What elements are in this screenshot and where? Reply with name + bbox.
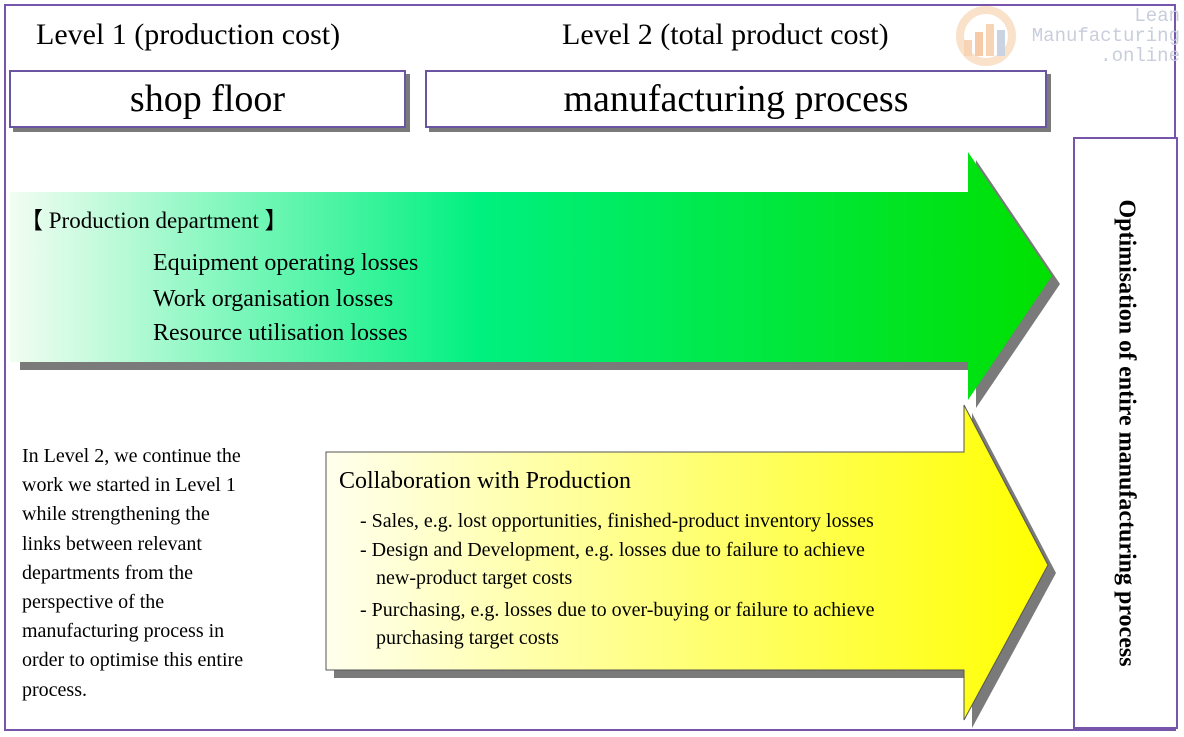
logo-line: .online xyxy=(1100,45,1180,67)
optimisation-label: Optimisation of entire manufacturing pro… xyxy=(1113,199,1139,667)
manufacturing-process-label: manufacturing process xyxy=(563,78,909,120)
loss-item: Equipment operating losses xyxy=(153,250,419,276)
shop-floor-box: shop floor xyxy=(9,70,406,128)
yellow-arrow xyxy=(325,404,1049,721)
loss-item: Work organisation losses xyxy=(153,286,394,312)
shop-floor-label: shop floor xyxy=(129,78,286,120)
note-line: links between relevant xyxy=(22,532,202,555)
collaboration-line: - Sales, e.g. lost opportunities, finish… xyxy=(360,510,874,532)
gear-icon xyxy=(956,6,1016,66)
manufacturing-process-box: manufacturing process xyxy=(425,70,1047,128)
production-department-heading: 【 Production department 】 xyxy=(20,208,288,233)
note-line: In Level 2, we continue the xyxy=(22,445,241,467)
collaboration-heading: Collaboration with Production xyxy=(339,468,631,494)
lean-manufacturing-logo xyxy=(956,6,1016,66)
green-arrow xyxy=(10,152,1052,400)
logo-line: Manufacturing xyxy=(1031,25,1180,47)
note-line: process. xyxy=(22,678,87,701)
note-line: order to optimise this entire xyxy=(22,649,244,672)
logo-line: Lean xyxy=(1134,5,1180,27)
level1-heading: Level 1 (production cost) xyxy=(36,18,341,51)
collaboration-line: purchasing target costs xyxy=(376,627,559,649)
logo-wordmark: Lean Manufacturing .online xyxy=(1030,6,1180,66)
loss-item: Resource utilisation losses xyxy=(153,320,408,346)
note-line: while strengthening the xyxy=(22,503,210,526)
collaboration-line: - Purchasing, e.g. losses due to over-bu… xyxy=(360,599,875,621)
level2-heading: Level 2 (total product cost) xyxy=(562,18,889,51)
optimisation-box: Optimisation of entire manufacturing pro… xyxy=(1073,137,1178,729)
collaboration-line: - Design and Development, e.g. losses du… xyxy=(360,539,865,561)
level2-explanation: In Level 2, we continue the work we star… xyxy=(22,442,322,705)
note-line: work we started in Level 1 xyxy=(22,474,236,497)
note-line: manufacturing process in xyxy=(22,620,225,643)
note-line: perspective of the xyxy=(22,591,165,614)
note-line: departments from the xyxy=(22,561,194,584)
collaboration-line: new-product target costs xyxy=(376,567,573,589)
